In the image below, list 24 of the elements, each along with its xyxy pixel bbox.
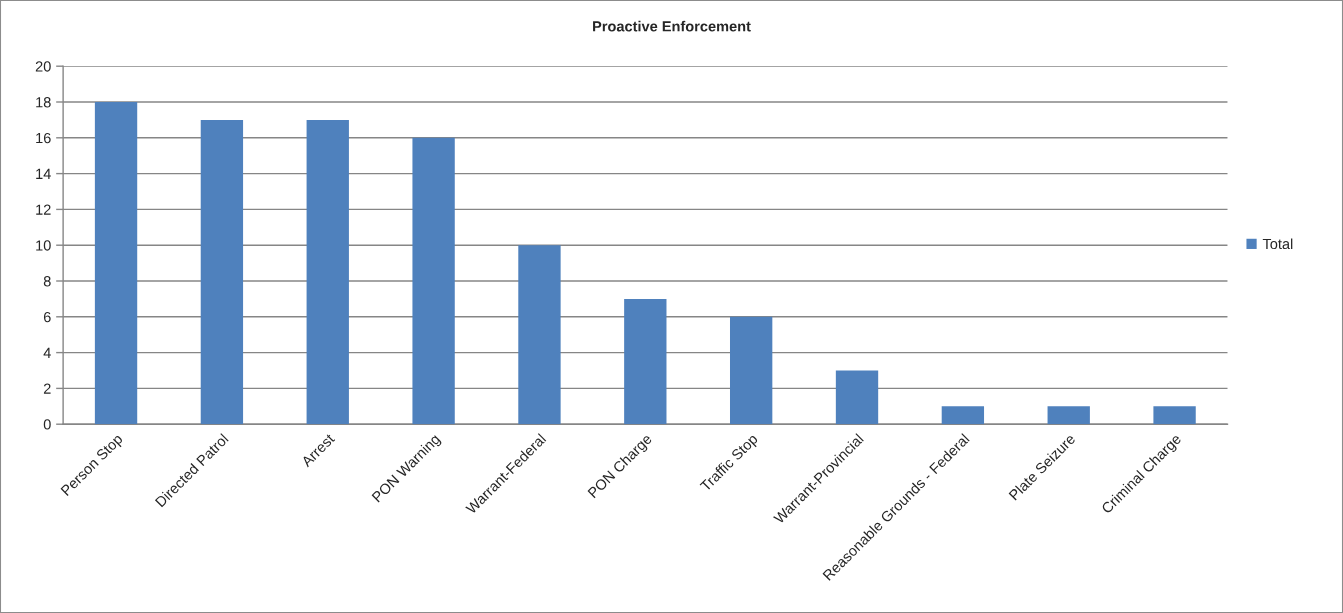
bar	[412, 137, 455, 425]
bar	[94, 102, 138, 425]
legend-label: Total	[1262, 238, 1293, 250]
bar	[729, 316, 773, 425]
y-tick-label: 20	[35, 61, 51, 72]
bar	[200, 119, 244, 425]
y-tick-label: 14	[36, 168, 51, 179]
bar	[518, 245, 561, 425]
y-tick-label: 18	[36, 97, 51, 108]
y-tick-label: 6	[43, 311, 51, 323]
y-tick-label: 10	[36, 240, 51, 251]
y-tick-label: 16	[36, 132, 51, 144]
y-tick-label: 0	[43, 419, 51, 430]
bar	[941, 406, 985, 425]
y-tick-label: 2	[43, 383, 51, 394]
bar	[306, 119, 349, 425]
bar	[1153, 406, 1196, 425]
y-tick-label: 4	[43, 347, 51, 358]
bar	[1047, 406, 1090, 425]
chart-title: Proactive Enforcement	[593, 20, 751, 32]
bar	[624, 298, 667, 425]
y-tick-label: 8	[43, 276, 51, 287]
y-tick-label: 12	[36, 204, 51, 215]
bar	[835, 370, 879, 425]
